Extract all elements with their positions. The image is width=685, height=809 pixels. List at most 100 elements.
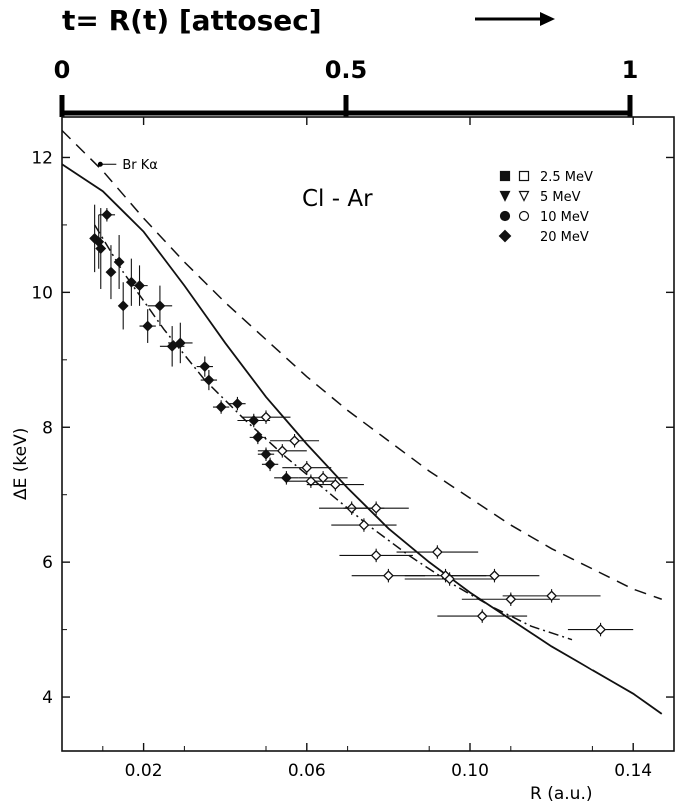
point-marker: [174, 337, 186, 349]
legend-circle-marker: [518, 210, 530, 222]
point-marker: [431, 546, 443, 558]
x-tick-label: 0.02: [125, 761, 163, 781]
point-marker: [382, 570, 394, 582]
point-marker: [505, 593, 517, 605]
top-axis-arrow: [475, 12, 555, 26]
curve-dash-dot: [93, 224, 573, 641]
data-point: [404, 572, 495, 586]
legend-entry: 10 MeV: [499, 210, 589, 225]
data-point: [113, 235, 125, 289]
data-point: [331, 518, 397, 532]
data-point: [437, 609, 528, 623]
point-marker: [280, 472, 292, 484]
point-marker: [329, 479, 341, 491]
point-marker: [546, 590, 558, 602]
point-marker: [289, 435, 300, 447]
data-point: [282, 460, 332, 475]
data-point: [229, 396, 246, 411]
legend-triangle-marker: [518, 190, 530, 202]
data-point: [396, 545, 479, 559]
data-point: [306, 477, 364, 492]
point-marker: [142, 320, 154, 332]
point-marker: [199, 361, 211, 372]
point-marker: [370, 549, 382, 561]
point-marker: [301, 462, 313, 474]
legend-diamond-marker: [498, 229, 512, 243]
data-point: [147, 285, 173, 327]
legend-label: 2.5 MeV: [540, 170, 593, 185]
data-point: [298, 471, 348, 485]
x-axis-label: R (a.u.): [530, 784, 592, 804]
point-marker: [248, 415, 260, 426]
point-marker: [117, 300, 129, 312]
point-marker: [203, 374, 215, 386]
y-tick-label: 8: [42, 418, 53, 438]
legend-label: 5 MeV: [540, 190, 581, 205]
legend-label: 20 MeV: [540, 230, 589, 245]
point-marker: [595, 624, 606, 636]
data-point: [98, 208, 116, 222]
data-point: [131, 265, 148, 306]
data-point: [270, 434, 320, 448]
data-point: [257, 444, 307, 458]
x-tick-label: 0.06: [288, 761, 326, 781]
legend-square-marker: [518, 170, 530, 182]
point-marker: [113, 256, 125, 268]
legend: 2.5 MeV 5 MeV 10 MeV 20 MeV: [498, 170, 593, 245]
point-marker: [444, 573, 456, 585]
data-point: [461, 592, 560, 606]
data-point: [237, 413, 271, 428]
legend-entry: 5 MeV: [499, 190, 581, 205]
point-marker: [370, 502, 382, 514]
data-point: [93, 214, 105, 269]
data-point: [502, 589, 601, 603]
y-axis-label: ΔE (keV): [11, 428, 31, 500]
data-point: [249, 430, 266, 445]
curve-solid: [61, 163, 663, 715]
legend-label: 10 MeV: [540, 210, 589, 225]
annotation-text: Br Kα: [122, 158, 158, 173]
data-point: [261, 457, 279, 472]
point-marker: [105, 266, 117, 278]
plot-frame: [61, 116, 675, 752]
point-marker: [166, 340, 178, 352]
point-marker: [232, 398, 243, 410]
point-marker: [134, 280, 145, 292]
data-point: [117, 282, 129, 330]
data-point: [196, 356, 213, 377]
data-point: [241, 410, 291, 424]
chart-title: Cl - Ar: [302, 186, 373, 212]
data-point: [200, 369, 218, 391]
data-point: [286, 474, 336, 488]
data-point: [212, 400, 230, 414]
data-point: [339, 548, 413, 563]
legend-square-marker: [499, 170, 511, 182]
point-marker: [305, 475, 317, 487]
x-tick-label: 0.10: [451, 761, 489, 781]
point-marker: [260, 448, 272, 460]
data-point: [105, 245, 117, 300]
br-kalpha-annotation: Br Kα: [97, 158, 158, 173]
point-marker: [154, 300, 166, 312]
point-marker: [317, 472, 329, 484]
point-marker: [276, 445, 288, 457]
top-axis-title: t= R(t) [attosec]: [62, 4, 322, 37]
point-marker: [260, 411, 272, 423]
top-axis-ticks: 0 0.5 1: [54, 56, 639, 117]
legend-entry: 2.5 MeV: [499, 170, 593, 185]
legend-triangle-marker: [499, 190, 511, 202]
point-marker: [101, 209, 113, 221]
data-points: [89, 204, 634, 637]
data-point: [125, 258, 137, 306]
axis-ticks: 0.02 0.06 0.10 0.14 4 6 8 10 12: [31, 117, 674, 781]
point-marker: [95, 243, 107, 254]
top-tick-label: 1: [622, 56, 639, 84]
data-point: [343, 501, 409, 515]
point-marker: [264, 458, 276, 470]
point-marker: [215, 401, 227, 413]
data-point: [139, 309, 156, 343]
y-tick-label: 4: [42, 688, 53, 708]
top-tick-label: 0: [54, 56, 71, 84]
x-tick-label: 0.14: [614, 761, 652, 781]
